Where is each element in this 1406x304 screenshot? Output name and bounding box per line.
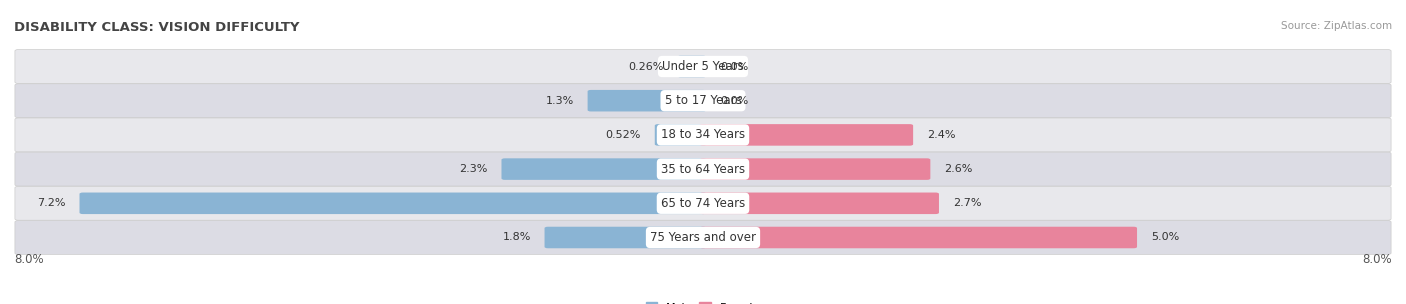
Text: DISABILITY CLASS: VISION DIFFICULTY: DISABILITY CLASS: VISION DIFFICULTY [14, 21, 299, 34]
Text: 35 to 64 Years: 35 to 64 Years [661, 163, 745, 176]
Text: 1.8%: 1.8% [502, 233, 531, 243]
Text: 0.26%: 0.26% [628, 61, 664, 71]
FancyBboxPatch shape [15, 118, 1391, 152]
Text: 0.52%: 0.52% [606, 130, 641, 140]
FancyBboxPatch shape [700, 227, 1137, 248]
Text: 8.0%: 8.0% [14, 253, 44, 266]
Text: 5.0%: 5.0% [1152, 233, 1180, 243]
Text: 0.0%: 0.0% [720, 96, 748, 106]
FancyBboxPatch shape [588, 90, 706, 112]
Text: 2.3%: 2.3% [460, 164, 488, 174]
FancyBboxPatch shape [80, 192, 706, 214]
Legend: Male, Female: Male, Female [641, 298, 765, 304]
Text: 18 to 34 Years: 18 to 34 Years [661, 128, 745, 141]
FancyBboxPatch shape [502, 158, 706, 180]
FancyBboxPatch shape [678, 56, 706, 77]
Text: 2.6%: 2.6% [945, 164, 973, 174]
FancyBboxPatch shape [655, 124, 706, 146]
Text: Under 5 Years: Under 5 Years [662, 60, 744, 73]
FancyBboxPatch shape [15, 186, 1391, 220]
Text: 65 to 74 Years: 65 to 74 Years [661, 197, 745, 210]
FancyBboxPatch shape [700, 192, 939, 214]
Text: 1.3%: 1.3% [546, 96, 574, 106]
Text: 2.4%: 2.4% [927, 130, 956, 140]
FancyBboxPatch shape [15, 50, 1391, 83]
Text: Source: ZipAtlas.com: Source: ZipAtlas.com [1281, 21, 1392, 31]
Text: 5 to 17 Years: 5 to 17 Years [665, 94, 741, 107]
Text: 0.0%: 0.0% [720, 61, 748, 71]
FancyBboxPatch shape [15, 84, 1391, 118]
Text: 75 Years and over: 75 Years and over [650, 231, 756, 244]
FancyBboxPatch shape [544, 227, 706, 248]
FancyBboxPatch shape [700, 158, 931, 180]
Text: 7.2%: 7.2% [37, 198, 66, 208]
FancyBboxPatch shape [15, 152, 1391, 186]
FancyBboxPatch shape [15, 221, 1391, 254]
Text: 8.0%: 8.0% [1362, 253, 1392, 266]
FancyBboxPatch shape [700, 124, 912, 146]
Text: 2.7%: 2.7% [953, 198, 981, 208]
